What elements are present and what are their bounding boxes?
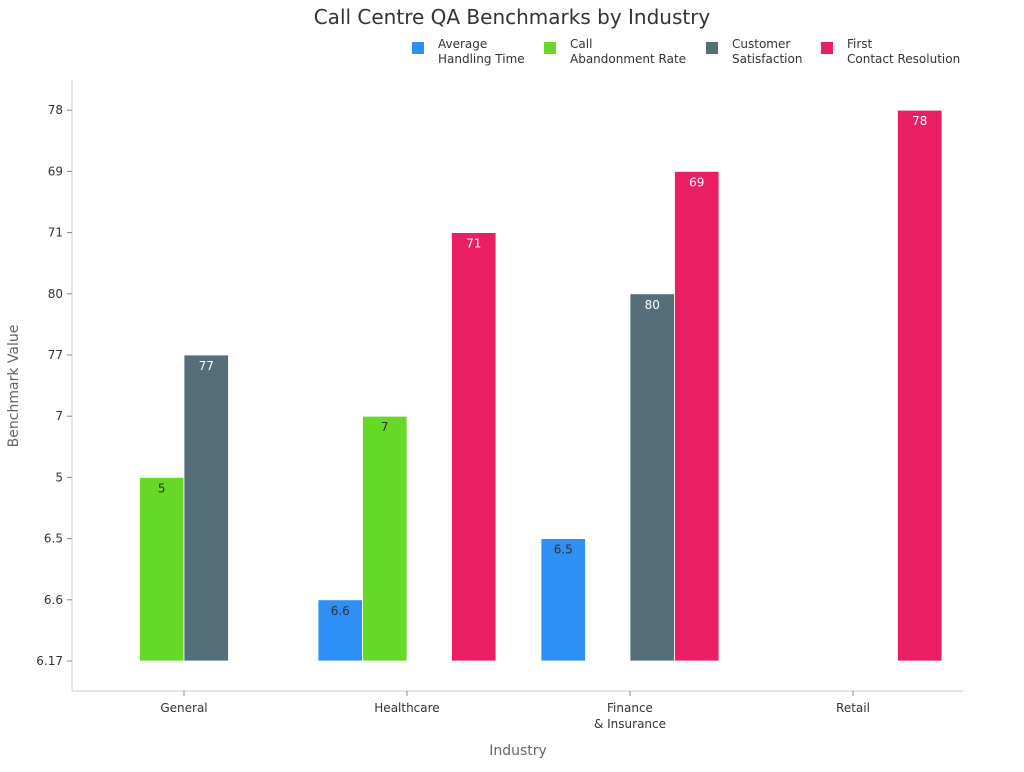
bar bbox=[897, 109, 943, 662]
bar bbox=[183, 354, 229, 662]
bar-data-label: 71 bbox=[466, 237, 481, 251]
bar-data-label: 6.5 bbox=[554, 543, 573, 557]
x-tick-label: General bbox=[160, 701, 207, 715]
bar-data-label: 7 bbox=[381, 420, 389, 434]
legend-swatch bbox=[412, 42, 424, 54]
y-tick-label: 6.6 bbox=[44, 593, 63, 607]
bar-data-label: 77 bbox=[199, 359, 214, 373]
y-tick-label: 80 bbox=[48, 287, 63, 301]
bar-data-label: 69 bbox=[689, 175, 704, 189]
x-tick-label: Healthcare bbox=[374, 701, 439, 715]
legend-label: Call Abandonment Rate bbox=[570, 37, 686, 66]
bar bbox=[451, 232, 497, 662]
legend-label: First Contact Resolution bbox=[847, 37, 960, 66]
legend: Average Handling Time Call Abandonment Rate… bbox=[412, 37, 960, 66]
x-tick-label: Retail bbox=[836, 701, 870, 715]
y-tick-label: 71 bbox=[48, 226, 63, 240]
y-axis-label: Benchmark Value bbox=[6, 325, 22, 448]
legend-label: Customer Satisfaction bbox=[732, 37, 802, 66]
bar-data-label: 80 bbox=[645, 298, 660, 312]
bar-data-label: 6.6 bbox=[331, 604, 350, 618]
x-tick-label: Finance & Insurance bbox=[594, 701, 666, 731]
legend-swatch bbox=[821, 42, 833, 54]
y-tick-label: 6.5 bbox=[44, 532, 63, 546]
bar-data-label: 78 bbox=[912, 114, 927, 128]
bar bbox=[629, 293, 675, 662]
x-ticks: General Healthcare Finance & Insurance Retai… bbox=[160, 691, 870, 731]
y-tick-label: 5 bbox=[55, 470, 63, 484]
bar bbox=[362, 415, 408, 662]
legend-swatch bbox=[544, 42, 556, 54]
y-tick-label: 7 bbox=[55, 409, 63, 423]
bar-data-label: 5 bbox=[158, 481, 166, 495]
legend-swatch bbox=[706, 42, 718, 54]
y-tick-label: 77 bbox=[48, 348, 63, 362]
legend-label: Average Handling Time bbox=[438, 37, 525, 66]
y-tick-label: 69 bbox=[48, 164, 63, 178]
chart-title: Call Centre QA Benchmarks by Industry bbox=[314, 5, 711, 29]
y-tick-label: 78 bbox=[48, 103, 63, 117]
x-axis-label: Industry bbox=[489, 743, 547, 759]
bar bbox=[674, 170, 720, 662]
bar bbox=[139, 476, 185, 662]
bar bbox=[317, 599, 363, 662]
y-tick-label: 6.17 bbox=[36, 654, 63, 668]
bar bbox=[540, 538, 586, 662]
